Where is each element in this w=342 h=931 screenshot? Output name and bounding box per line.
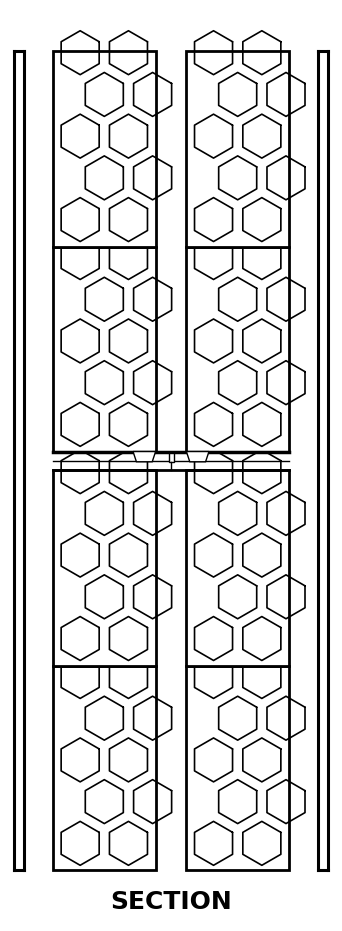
Bar [53, 470, 156, 666]
Bar [53, 51, 156, 247]
Bar [169, 453, 173, 462]
Bar [53, 666, 156, 870]
Bar [186, 666, 289, 870]
Bar [186, 470, 289, 666]
Bar [186, 247, 289, 452]
Polygon shape [186, 452, 209, 462]
Bar [186, 51, 289, 247]
Polygon shape [133, 452, 156, 462]
Bar [53, 247, 156, 452]
Text: SECTION: SECTION [110, 890, 232, 913]
